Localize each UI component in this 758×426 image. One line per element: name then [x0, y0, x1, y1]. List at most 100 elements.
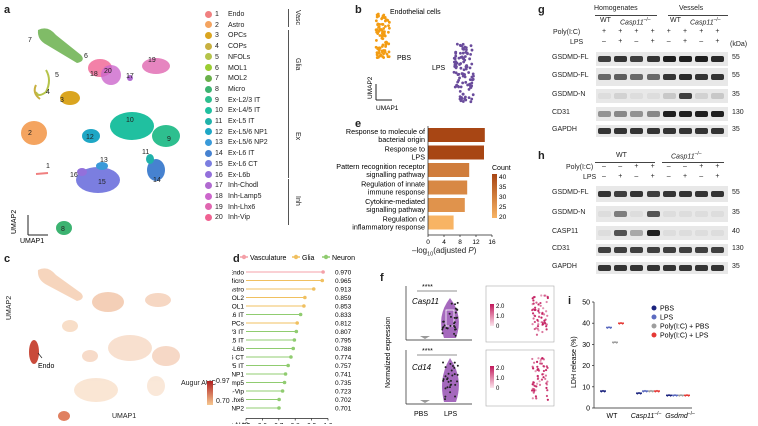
dot-point [674, 394, 676, 396]
lps-point [462, 47, 466, 51]
panel-f-chart: Normalized expression **** Casp11 **** C… [385, 284, 555, 418]
scale-max-1: 2.0 [496, 304, 505, 310]
feature-point [540, 316, 543, 319]
feature-point [534, 395, 538, 398]
category-label: Cytokine-mediated [365, 197, 425, 206]
blot-band [598, 56, 611, 62]
feature-point [545, 323, 548, 326]
h-polyic-mark: + [634, 163, 639, 170]
lps-point [454, 61, 458, 65]
legend-number: 4 [215, 43, 219, 51]
g-group-vessels: Vessels [679, 5, 704, 12]
legend-item: 11 Ex-L5 IT [205, 117, 254, 127]
blot-strip [596, 186, 728, 202]
legend-swatch [205, 139, 212, 147]
lps-point [470, 48, 474, 52]
blot-band [662, 230, 676, 236]
dot-point [651, 390, 654, 393]
violin-point [449, 324, 452, 327]
x-tick-label: 0.5 [241, 423, 250, 425]
pbs-point [387, 20, 391, 24]
h-polyic-mark: + [715, 163, 720, 170]
pbs-point [380, 36, 384, 40]
blot-kda: 55 [732, 54, 740, 61]
blot-band [711, 247, 725, 253]
feature-point [542, 372, 545, 376]
y-tick-label: 30 [582, 342, 590, 349]
dot-point [614, 341, 616, 343]
legend-swatch [205, 85, 212, 93]
lollipop-point [280, 389, 285, 393]
violin-point [456, 316, 459, 319]
lollipop-point [277, 397, 281, 402]
legend-label: Vasculature [250, 255, 287, 262]
feature-point [537, 323, 540, 326]
blot-band [679, 247, 692, 253]
lps-point [461, 72, 465, 76]
blot-band [630, 230, 644, 236]
lps-point [463, 97, 466, 101]
feature-point [533, 320, 536, 324]
legend-name: MOL2 [228, 75, 248, 83]
auc-clusters [37, 268, 180, 402]
group-inh: Inh [294, 196, 301, 206]
cluster-label: 20 [104, 68, 112, 75]
legend-number: 18 [215, 192, 223, 200]
legend-item: 12 Ex-L5/6 NP1 [205, 128, 268, 138]
g-lps-mark: + [683, 38, 688, 45]
blot-band [662, 191, 676, 197]
blot-name: GSDMD-FL [552, 54, 589, 61]
panel-b-points [374, 12, 475, 104]
feature-point [544, 374, 548, 377]
violin-point [449, 315, 452, 318]
violin-point [456, 364, 459, 367]
violin-point [441, 332, 444, 335]
legend-swatch [205, 64, 212, 72]
x-tick-label: 0.8 [291, 423, 300, 425]
legend-number: 1 [215, 11, 219, 18]
category-label: Endo [232, 270, 244, 277]
blot-band [695, 74, 709, 80]
violin-point [447, 372, 450, 375]
blot-band [598, 247, 611, 253]
panel-i-label: i [568, 295, 572, 307]
feature-point [532, 361, 536, 364]
pbs-point [383, 16, 387, 20]
value-label: 0.859 [335, 295, 352, 302]
blot-band [679, 211, 692, 217]
legend-swatch [205, 21, 212, 29]
value-label: 0.853 [335, 304, 352, 311]
blot-band [711, 93, 725, 99]
blot-strip [596, 226, 728, 240]
pbs-point [385, 18, 389, 22]
lps-point [470, 62, 474, 66]
lps-point [464, 80, 468, 84]
cluster-label: 18 [90, 71, 98, 78]
value-label: 0.757 [335, 363, 352, 370]
legend-item: 2 Astro [205, 21, 244, 31]
h-lps-mark: – [699, 173, 704, 180]
blot-band [630, 93, 644, 99]
blot-band [614, 230, 628, 236]
lps-point [469, 86, 473, 89]
lps-point [459, 66, 463, 70]
scale-mid-2: 1.0 [496, 376, 505, 382]
lps-point [467, 71, 471, 74]
dot-point [615, 342, 618, 344]
feature-point [531, 357, 534, 361]
panel-f-label: f [380, 272, 384, 284]
pbs-point [378, 23, 382, 26]
dot-point [684, 395, 687, 397]
category-label: Regulation of innate [361, 180, 425, 189]
blot-band [711, 128, 725, 134]
xtick-pbs: PBS [414, 411, 428, 418]
value-label: 0.795 [335, 338, 352, 345]
dot-point [666, 395, 669, 397]
lps-point [465, 64, 469, 67]
violin-point [450, 369, 453, 372]
legend-number: 13 [215, 139, 223, 147]
feature-point [532, 302, 535, 305]
g-lps-mark: + [618, 38, 623, 45]
gene-label-casp11: Casp11 [412, 297, 439, 306]
violin-point [454, 307, 457, 310]
